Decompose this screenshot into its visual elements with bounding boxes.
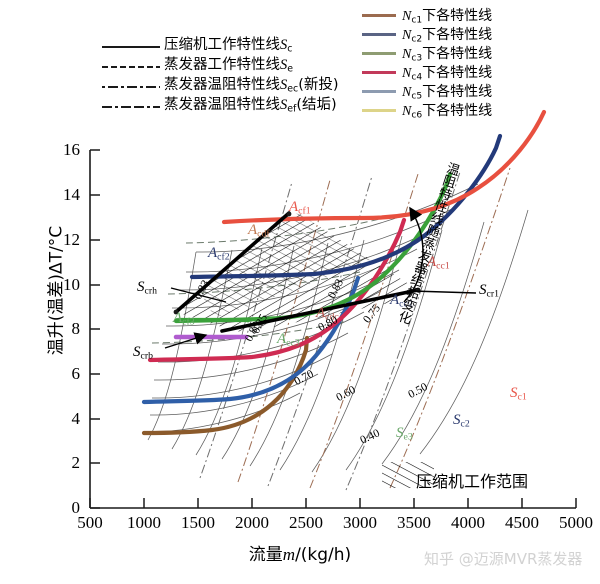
x-tick-label: 3500 bbox=[397, 513, 431, 532]
y-tick-marks bbox=[90, 149, 100, 509]
color-swatch-nc3-icon bbox=[362, 52, 396, 55]
x-tick-label: 1000 bbox=[127, 513, 161, 532]
operating-range-note: 压缩机工作范围 bbox=[416, 472, 529, 491]
boundary-scr1 bbox=[220, 288, 420, 333]
point-label-acc3: Acc3 bbox=[277, 331, 300, 349]
legend-item: Nc5下各特性线 bbox=[362, 82, 493, 102]
legend-label: Nc4下各特性线 bbox=[402, 65, 493, 83]
point-label-acf1: Acf1 bbox=[289, 199, 311, 217]
y-tick-label: 14 bbox=[63, 185, 80, 204]
y-tick-label: 4 bbox=[71, 409, 81, 428]
legend-label: Nc5下各特性线 bbox=[402, 84, 493, 102]
legend-item: Nc3下各特性线 bbox=[362, 44, 493, 64]
point-label-sc2: Sc2 bbox=[453, 412, 470, 430]
point-label-se3: Se3 bbox=[396, 425, 413, 443]
x-tick-label: 3000 bbox=[343, 513, 377, 532]
speed-curve-nc3 bbox=[147, 217, 407, 363]
point-label-sc1: Sc1 bbox=[510, 385, 527, 403]
x-tick-marks bbox=[89, 498, 577, 508]
point-label-acf3: Acf3 bbox=[173, 310, 195, 328]
y-tick-label: 0 bbox=[71, 498, 81, 517]
point-label-acc2: Acc2 bbox=[390, 292, 413, 310]
legend-line-styles: 压缩机工作特性线Sc 蒸发器工作特性线Se 蒸发器温阻特性线Sec(新投) 蒸发… bbox=[100, 34, 350, 115]
legend-speed-lines: Nc1下各特性线 Nc2下各特性线 Nc3下各特性线 Nc4下各特性线 Nc5下… bbox=[362, 6, 493, 121]
color-swatch-nc2-icon bbox=[362, 33, 396, 36]
y-tick-label: 2 bbox=[71, 453, 81, 472]
x-axis-label: 流量m/(kg/h) bbox=[248, 545, 352, 565]
y-tick-label: 6 bbox=[71, 364, 81, 383]
legend-item: Nc4下各特性线 bbox=[362, 63, 493, 83]
legend-label: Nc1下各特性线 bbox=[402, 8, 493, 26]
line-style-solid-icon bbox=[100, 39, 162, 49]
x-tick-label: 500 bbox=[77, 513, 103, 532]
leader-lines bbox=[164, 287, 477, 349]
point-label-acdf: Acdf bbox=[248, 222, 270, 240]
color-swatch-nc5-icon bbox=[362, 90, 396, 93]
boundary-scrh bbox=[174, 211, 291, 314]
x-tick-label: 4000 bbox=[451, 513, 485, 532]
legend-label: 蒸发器温阻特性线Sec(新投) bbox=[164, 77, 339, 95]
legend-label: 压缩机工作特性线Sc bbox=[164, 37, 293, 55]
line-style-dashdotdot-icon bbox=[100, 99, 162, 109]
legend-label: 蒸发器工作特性线Se bbox=[164, 57, 294, 75]
fouling-annotation-arrow bbox=[403, 206, 424, 303]
legend-item: Nc1下各特性线 bbox=[362, 6, 493, 26]
legend-item: 蒸发器温阻特性线Sec(新投) bbox=[100, 74, 350, 95]
point-label-scrh: Scrh bbox=[137, 279, 157, 297]
line-style-dashed-icon bbox=[100, 59, 162, 69]
legend-item: 蒸发器工作特性线Se bbox=[100, 54, 350, 75]
legend-item: Nc6下各特性线 bbox=[362, 101, 493, 121]
x-tick-label: 2000 bbox=[235, 513, 269, 532]
legend-label: Nc6下各特性线 bbox=[402, 103, 493, 121]
watermark-text: 知乎 @迈源MVR蒸发器 bbox=[424, 550, 583, 568]
speed-curve-nc2 bbox=[141, 275, 361, 405]
y-tick-label: 10 bbox=[63, 275, 80, 294]
speed-curve-nc5 bbox=[189, 133, 503, 280]
legend-label: Nc2下各特性线 bbox=[402, 27, 493, 45]
y-tick-label: 12 bbox=[63, 230, 80, 249]
legend-item: Nc2下各特性线 bbox=[362, 25, 493, 45]
legend-label: 蒸发器温阻特性线Sef(结垢) bbox=[164, 97, 337, 115]
y-tick-label: 8 bbox=[71, 319, 81, 338]
x-tick-label: 5000 bbox=[559, 513, 593, 532]
point-label-scr1: Scr1 bbox=[479, 282, 499, 300]
legend-label: Nc3下各特性线 bbox=[402, 46, 493, 64]
y-axis-label: 温升(温差)ΔT/°C bbox=[46, 225, 67, 356]
point-label-acdc: Acdc bbox=[316, 305, 339, 323]
x-tick-label: 2500 bbox=[289, 513, 323, 532]
x-tick-label: 4500 bbox=[505, 513, 539, 532]
point-label-acf2: Acf2 bbox=[208, 245, 230, 263]
color-swatch-nc1-icon bbox=[362, 14, 396, 17]
point-label-acc1: Acc1 bbox=[427, 254, 450, 272]
color-swatch-nc4-icon bbox=[362, 71, 396, 74]
line-style-dashdot-icon bbox=[100, 79, 162, 89]
legend-item: 蒸发器温阻特性线Sef(结垢) bbox=[100, 94, 350, 115]
point-label-scrb: Scrb bbox=[133, 344, 153, 362]
color-swatch-nc6-icon bbox=[362, 109, 396, 112]
x-tick-label: 1500 bbox=[181, 513, 215, 532]
speed-curve-nc6 bbox=[221, 109, 547, 225]
y-tick-label: 16 bbox=[63, 140, 80, 159]
hatch-sample-icon bbox=[382, 462, 434, 488]
legend-item: 压缩机工作特性线Sc bbox=[100, 34, 350, 55]
